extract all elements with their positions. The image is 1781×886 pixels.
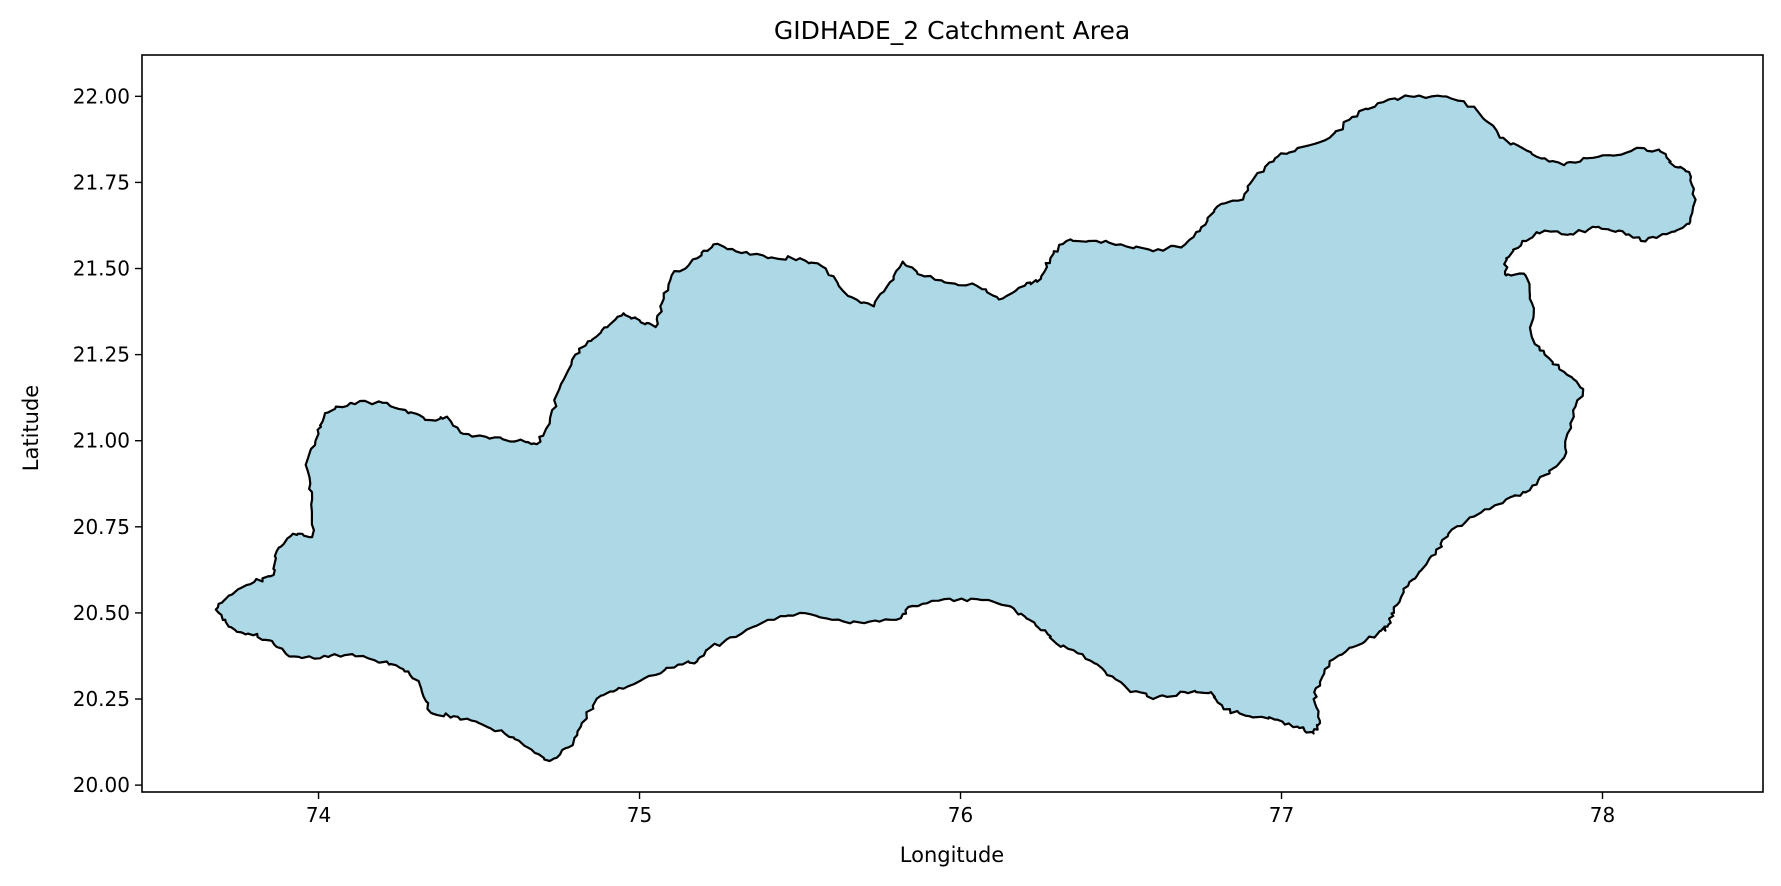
- catchment-polygon: [214, 94, 1697, 763]
- x-tick-label: 74: [306, 803, 331, 827]
- x-tick-label: 76: [948, 803, 973, 827]
- y-tick-label: 21.25: [73, 343, 130, 367]
- plot-frame: [141, 54, 1764, 793]
- y-tick-label: 20.50: [73, 601, 130, 625]
- y-tick-label: 20.00: [73, 773, 130, 797]
- x-tick-label: 75: [627, 803, 652, 827]
- y-tick-label: 20.75: [73, 515, 130, 539]
- y-tick-label: 21.00: [73, 429, 130, 453]
- x-axis-label: Longitude: [900, 843, 1004, 867]
- y-tick-label: 22.00: [73, 84, 130, 108]
- y-tick-label: 21.50: [73, 257, 130, 281]
- y-tick-label: 21.75: [73, 170, 130, 194]
- chart-title: GIDHADE_2 Catchment Area: [774, 16, 1130, 45]
- y-axis-label: Latitude: [19, 385, 43, 471]
- catchment-layer: [214, 94, 1697, 763]
- y-axis: 20.00 20.25 20.50 20.75 21.00 21.25 21.50 21.75…: [73, 84, 142, 797]
- x-tick-label: 78: [1590, 803, 1615, 827]
- x-axis: 74 75 76 77 78: [306, 792, 1615, 827]
- x-tick-label: 77: [1269, 803, 1294, 827]
- y-tick-label: 20.25: [73, 687, 130, 711]
